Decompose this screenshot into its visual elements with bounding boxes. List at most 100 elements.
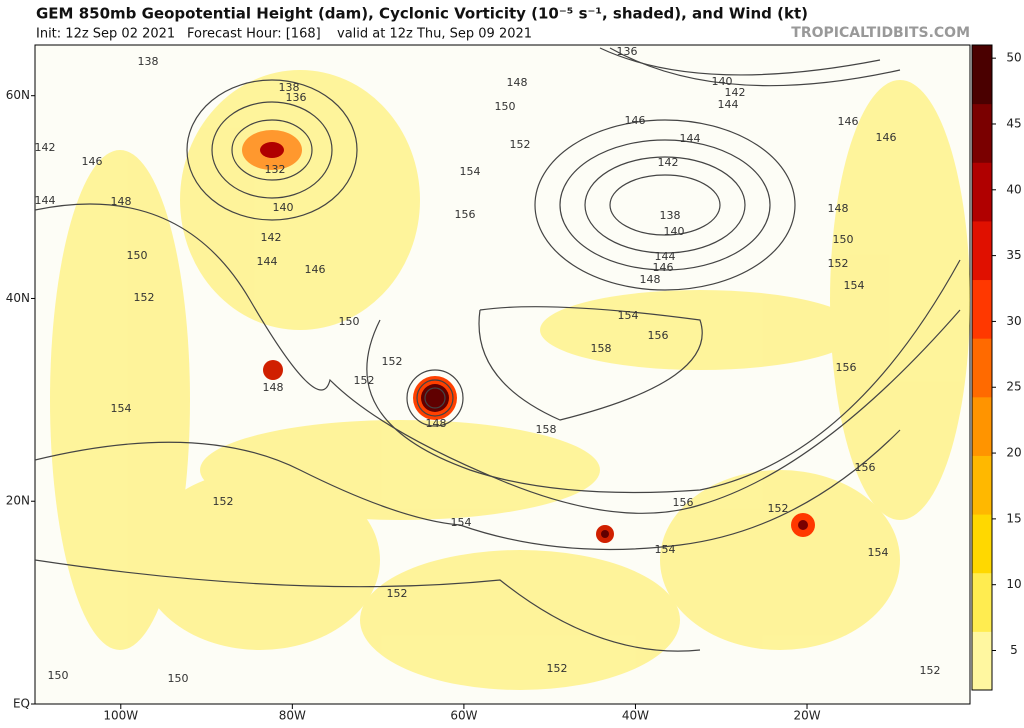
contour-label: 150 xyxy=(833,233,854,246)
colorbar-tick-label: 50 xyxy=(1006,51,1021,65)
contour-label: 152 xyxy=(920,664,941,677)
colorbar-segment xyxy=(972,220,992,281)
contour-label: 156 xyxy=(455,208,476,221)
colorbar-segment xyxy=(972,45,992,105)
contour-label: 148 xyxy=(828,202,849,215)
colorbar-segment xyxy=(972,514,992,574)
contour-label: 150 xyxy=(495,100,516,113)
contour-label: 152 xyxy=(828,257,849,270)
contour-label: 140 xyxy=(273,201,294,214)
colorbar-segment xyxy=(972,338,992,398)
height-contours xyxy=(35,47,961,652)
contour-label: 140 xyxy=(664,225,685,238)
vorticity-shading xyxy=(50,70,970,690)
contour-label: 146 xyxy=(838,115,859,128)
contour-label: 154 xyxy=(451,516,472,529)
contour-label: 144 xyxy=(257,255,278,268)
contour-label: 152 xyxy=(382,355,403,368)
colorbar-tick-label: 10 xyxy=(1006,577,1021,591)
x-tick-label: 80W xyxy=(279,709,306,723)
colorbar-segment xyxy=(972,103,992,163)
contour-label: 142 xyxy=(658,156,679,169)
source: TROPICALTIDBITS.COM xyxy=(791,25,970,41)
contour-label: 138 xyxy=(138,55,159,68)
colorbar-frame xyxy=(971,44,993,691)
contour-label: 146 xyxy=(305,263,326,276)
valid-time: valid at 12z Thu, Sep 09 2021 xyxy=(337,27,532,42)
contour-label: 154 xyxy=(844,279,865,292)
contour-label: 148 xyxy=(111,195,132,208)
colorbar-tick-label: 30 xyxy=(1006,314,1021,328)
x-tick-label: 100W xyxy=(103,709,138,723)
contour-label: 150 xyxy=(127,249,148,262)
contour-label: 148 xyxy=(426,417,447,430)
contour-label: 154 xyxy=(111,402,132,415)
colorbar: 5 10 15 20 25 30 35 40 45 50 xyxy=(971,44,1022,691)
x-tick-label: 40W xyxy=(622,709,649,723)
contour-label: 152 xyxy=(387,587,408,600)
contour-label: 144 xyxy=(655,250,676,263)
contour-label: 156 xyxy=(648,329,669,342)
contour-label: 156 xyxy=(836,361,857,374)
contour-label: 152 xyxy=(134,291,155,304)
colorbar-segment xyxy=(972,572,992,632)
colorbar-tick-label: 45 xyxy=(1006,116,1021,130)
contour-label: 158 xyxy=(536,423,557,436)
contour-label: 146 xyxy=(82,155,103,168)
contour-label: 152 xyxy=(354,374,375,387)
contour-label: 154 xyxy=(618,309,639,322)
contour-label: 132 xyxy=(265,163,286,176)
contour-label: 156 xyxy=(673,496,694,509)
contour-label: 136 xyxy=(286,91,307,104)
colorbar-segment xyxy=(972,279,992,339)
contour-label: 150 xyxy=(339,315,360,328)
y-tick-label: 40N xyxy=(6,291,30,305)
contour-label: 146 xyxy=(625,114,646,127)
contour-label: 148 xyxy=(640,273,661,286)
contour-label: 152 xyxy=(510,138,531,151)
map-layers xyxy=(35,47,970,690)
x-tick-label: 20W xyxy=(793,709,820,723)
y-tick-label: EQ xyxy=(13,697,30,711)
contour-label: 142 xyxy=(261,231,282,244)
contour-label: 148 xyxy=(507,76,528,89)
contour-label: 142 xyxy=(35,141,56,154)
title: GEM 850mb Geopotential Height (dam), Cyc… xyxy=(36,5,808,23)
colorbar-segment xyxy=(972,162,992,222)
colorbar-tick-label: 20 xyxy=(1006,446,1021,460)
map xyxy=(34,44,971,705)
contour-label: 146 xyxy=(876,131,897,144)
forecast-hour: Forecast Hour: [168] xyxy=(187,27,321,42)
contour-label: 152 xyxy=(768,502,789,515)
contour-label: 150 xyxy=(168,672,189,685)
contour-label: 142 xyxy=(725,86,746,99)
contour-label: 138 xyxy=(660,209,681,222)
contour-label: 136 xyxy=(617,45,638,58)
contour-label: 158 xyxy=(591,342,612,355)
contour-label: 152 xyxy=(547,662,568,675)
contour-label: 144 xyxy=(680,132,701,145)
colorbar-tick-label: 5 xyxy=(1010,643,1018,657)
contour-label: 140 xyxy=(712,75,733,88)
contour-label: 154 xyxy=(868,546,889,559)
colorbar-tick-label: 40 xyxy=(1006,182,1021,196)
contour-label: 144 xyxy=(35,194,56,207)
contour-label: 150 xyxy=(48,669,69,682)
contour-label: 154 xyxy=(655,543,676,556)
contour-label: 152 xyxy=(213,495,234,508)
colorbar-segment xyxy=(972,631,992,691)
contour-label: 148 xyxy=(263,381,284,394)
contour-label: 156 xyxy=(855,461,876,474)
colorbar-tick-label: 35 xyxy=(1006,248,1021,262)
contour-label: 146 xyxy=(653,261,674,274)
y-tick-label: 60N xyxy=(6,88,30,102)
contour-label: 138 xyxy=(279,81,300,94)
contour-label: 144 xyxy=(718,98,739,111)
colorbar-segment xyxy=(972,396,992,456)
x-tick-label: 60W xyxy=(450,709,477,723)
colorbar-segment xyxy=(972,455,992,515)
y-tick-label: 20N xyxy=(6,494,30,508)
contour-label: 154 xyxy=(460,165,481,178)
init: Init: 12z Sep 02 2021 xyxy=(36,27,175,42)
